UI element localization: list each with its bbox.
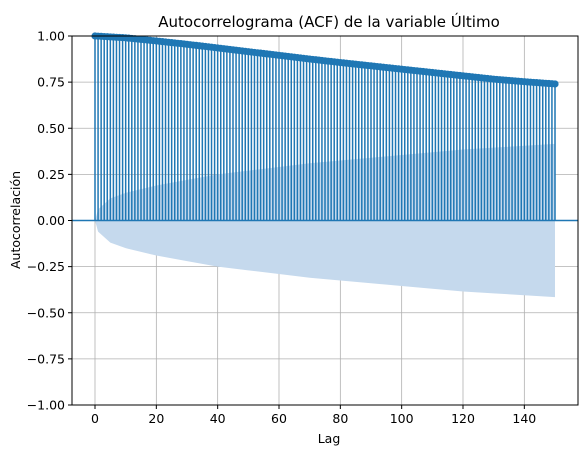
y-tick-label-2: −0.50 xyxy=(27,305,65,320)
x-tick-label-5: 100 xyxy=(390,411,414,426)
x-tick-label-7: 140 xyxy=(512,411,536,426)
x-tick-label-2: 40 xyxy=(210,411,226,426)
y-tick-label-4: 0.00 xyxy=(37,213,65,228)
acf-point-150 xyxy=(551,80,559,88)
x-tick-label-4: 80 xyxy=(332,411,348,426)
y-axis-ticks: −1.00 −0.75 −0.50 −0.25 0.00 0.25 0.50 0.75 1.00 xyxy=(27,29,72,413)
y-tick-label-0: −1.00 xyxy=(27,398,65,413)
y-axis-title: Autocorrelación xyxy=(8,171,23,269)
x-tick-label-0: 0 xyxy=(91,411,99,426)
y-tick-label-8: 1.00 xyxy=(37,29,65,44)
x-tick-label-6: 120 xyxy=(451,411,475,426)
acf-markers xyxy=(91,32,559,88)
y-tick-label-6: 0.50 xyxy=(37,121,65,136)
acf-stems xyxy=(94,36,556,221)
x-tick-label-1: 20 xyxy=(148,411,164,426)
y-tick-label-3: −0.25 xyxy=(27,259,65,274)
chart-title: Autocorrelograma (ACF) de la variable Úl… xyxy=(158,12,500,31)
y-tick-label-1: −0.75 xyxy=(27,351,65,366)
x-axis-ticks: 0 20 40 60 80 100 120 140 xyxy=(91,405,536,426)
x-axis-title: Lag xyxy=(318,431,341,446)
y-tick-label-5: 0.25 xyxy=(37,167,65,182)
x-tick-label-3: 60 xyxy=(271,411,287,426)
plot-area xyxy=(71,32,579,406)
y-tick-label-7: 0.75 xyxy=(37,75,65,90)
